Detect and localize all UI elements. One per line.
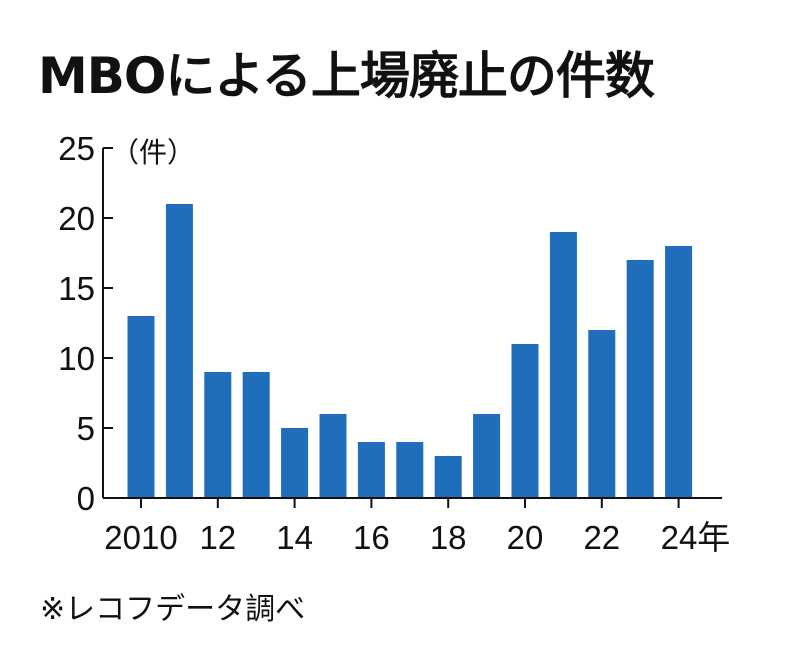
- y-tick-label: 15: [58, 270, 95, 307]
- bars: [127, 204, 693, 498]
- source-note: ※レコフデータ調べ: [40, 592, 306, 627]
- bar-2013: [242, 372, 270, 498]
- bar-2021: [549, 232, 577, 498]
- y-tick-label: 20: [58, 200, 95, 237]
- bar-2016: [357, 442, 385, 498]
- x-tick-label: 18: [430, 519, 467, 556]
- y-tick-label: 10: [58, 340, 95, 377]
- bar-2020: [511, 344, 539, 498]
- bar-2012: [204, 372, 232, 498]
- y-unit-label: （件）: [111, 136, 195, 169]
- x-tick-label: 22: [583, 519, 620, 556]
- y-axis-ticks: 0 5 10 15 20 25: [58, 130, 113, 517]
- y-tick-label: 25: [58, 130, 95, 167]
- y-tick-label: 0: [77, 480, 95, 517]
- bar-2018: [434, 456, 462, 498]
- bar-2022: [588, 330, 616, 498]
- chart-title: MBOによる上場廃止の件数: [38, 47, 655, 105]
- x-tick-label: 24年: [661, 519, 731, 556]
- bar-2023: [626, 260, 654, 498]
- bar-2010: [127, 316, 155, 498]
- x-tick-label: 14: [276, 519, 313, 556]
- bar-2011: [165, 204, 193, 498]
- x-tick-label: 2010: [104, 519, 177, 556]
- bar-2019: [473, 414, 501, 498]
- y-tick-label: 5: [77, 410, 95, 447]
- x-tick-label: 16: [353, 519, 390, 556]
- x-axis-ticks: 2010 12 14 16 18 20 22 24年: [104, 498, 730, 556]
- bar-2024: [665, 246, 693, 498]
- bar-2015: [319, 414, 347, 498]
- bar-2014: [281, 428, 309, 498]
- x-tick-label: 20: [507, 519, 544, 556]
- x-tick-label: 12: [199, 519, 236, 556]
- bar-2017: [396, 442, 424, 498]
